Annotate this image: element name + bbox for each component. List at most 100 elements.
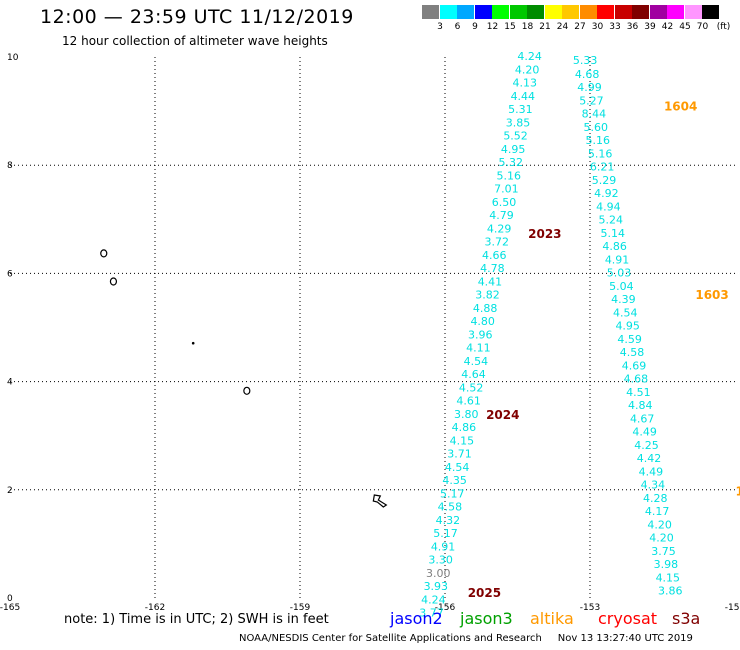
legend-label: 42 <box>661 22 674 32</box>
swh-value: 3.86 <box>658 584 683 597</box>
swh-value: 4.15 <box>450 435 475 448</box>
legend-label: 21 <box>539 22 551 32</box>
lat-tick-label: 8 <box>7 161 13 171</box>
swh-value: 4.52 <box>459 382 484 395</box>
legend-swatch <box>422 5 439 19</box>
legend-swatch <box>509 5 527 19</box>
legend-swatch <box>492 5 509 19</box>
legend-label: 45 <box>679 22 691 32</box>
island-b <box>109 277 118 286</box>
swh-value: 5.04 <box>609 280 634 293</box>
swh-value: 4.58 <box>438 501 463 514</box>
satellite-jason2: jason2 <box>390 609 443 628</box>
swh-value: 4.49 <box>632 425 657 438</box>
track-label: 2025 <box>468 586 501 600</box>
swh-value: 5.03 <box>607 266 632 279</box>
legend-label: 12 <box>486 22 499 32</box>
track-label: 2023 <box>528 227 561 241</box>
track-label: 2024 <box>486 408 519 422</box>
legend-swatch <box>562 5 579 19</box>
island-d <box>243 386 251 395</box>
swh-value: 4.41 <box>478 276 503 289</box>
legend-swatch <box>474 5 492 19</box>
lon-tick-label: -162 <box>145 603 165 613</box>
lon-tick-label: -159 <box>290 603 311 613</box>
lat-tick-label: 10 <box>7 53 19 63</box>
swh-value: 4.78 <box>480 262 505 275</box>
legend-swatch <box>544 5 562 19</box>
swh-value: 5.60 <box>584 121 609 134</box>
swh-value: 3.80 <box>454 408 479 421</box>
legend-label: 6 <box>454 22 461 32</box>
swh-value: 4.92 <box>594 187 619 200</box>
legend-label: 9 <box>472 22 478 32</box>
swh-value: 4.44 <box>511 90 536 103</box>
swh-value: 4.24 <box>517 50 542 63</box>
legend-swatch <box>702 5 719 19</box>
swh-value: 5.31 <box>508 103 533 116</box>
satellite-s3a: s3a <box>672 609 701 628</box>
swh-value: 4.80 <box>470 315 495 328</box>
map-title: 12:00 — 23:59 UTC 11/12/2019 <box>40 6 354 28</box>
satellite-cryosat: cryosat <box>598 609 658 628</box>
swh-value: 5.33 <box>573 54 598 67</box>
swh-value: 4.61 <box>456 395 481 408</box>
legend-swatch <box>667 5 684 19</box>
swh-value: 4.68 <box>624 372 649 385</box>
swh-value: 4.59 <box>617 333 642 346</box>
swh-value: 4.29 <box>487 222 512 235</box>
swh-value: 5.32 <box>498 156 523 169</box>
swh-value: 4.54 <box>445 461 470 474</box>
swh-value: 4.66 <box>482 249 507 262</box>
swh-value: 5.14 <box>600 227 625 240</box>
track-label: 1604 <box>664 100 697 114</box>
swh-value: 6.21 <box>590 160 615 173</box>
track-label: 1602 <box>735 484 740 498</box>
swh-value: 5.17 <box>440 488 465 501</box>
legend-label: 33 <box>609 22 621 32</box>
legend-swatch <box>632 5 649 19</box>
swh-value: 3.98 <box>654 558 679 571</box>
swh-value: 4.20 <box>649 531 674 544</box>
swh-value: 4.15 <box>656 571 681 584</box>
swh-value: 4.17 <box>645 505 670 518</box>
swh-value: 5.16 <box>588 147 613 160</box>
lon-tick-label: -153 <box>580 603 600 613</box>
swh-value: 3.85 <box>506 116 531 129</box>
swh-value: 4.54 <box>464 355 489 368</box>
swh-value: 4.20 <box>515 63 540 76</box>
legend-label: 18 <box>521 22 534 32</box>
swh-value: 4.11 <box>466 342 491 355</box>
swh-value: 3.00 <box>426 567 451 580</box>
credit-text: NOAA/NESDIS Center for Satellite Applica… <box>239 633 542 644</box>
lat-tick-label: 2 <box>7 486 13 496</box>
swh-value: 4.35 <box>442 474 467 487</box>
swh-value: 5.27 <box>579 94 604 107</box>
satellite-altika: altika <box>530 609 574 628</box>
swh-value: 3.77 <box>419 607 444 620</box>
swh-value: 4.51 <box>626 386 651 399</box>
swh-value: 5.52 <box>503 129 528 142</box>
legend-swatch <box>579 5 597 19</box>
lat-tick-label: 4 <box>7 378 13 388</box>
swh-value: 4.42 <box>637 452 662 465</box>
swh-value: 4.86 <box>602 240 627 253</box>
footer-credit: NOAA/NESDIS Center for Satellite Applica… <box>239 633 693 644</box>
swh-value: 4.84 <box>628 399 653 412</box>
swh-value: 4.20 <box>647 518 672 531</box>
swh-value: 4.86 <box>452 421 477 434</box>
swh-value: 4.58 <box>620 346 645 359</box>
swh-value: 4.94 <box>596 200 621 213</box>
swh-value: 4.91 <box>605 253 630 266</box>
swh-value: 3.93 <box>424 580 449 593</box>
swh-value: 4.79 <box>489 209 514 222</box>
swh-value: 4.99 <box>577 81 602 94</box>
swh-value: 3.30 <box>428 554 453 567</box>
swh-value: 4.24 <box>421 594 446 607</box>
island-a <box>100 249 108 258</box>
legend-label: 70 <box>696 22 709 32</box>
island-c <box>191 341 195 345</box>
swh-value: 8.44 <box>582 107 607 120</box>
legend-swatch <box>649 5 667 19</box>
